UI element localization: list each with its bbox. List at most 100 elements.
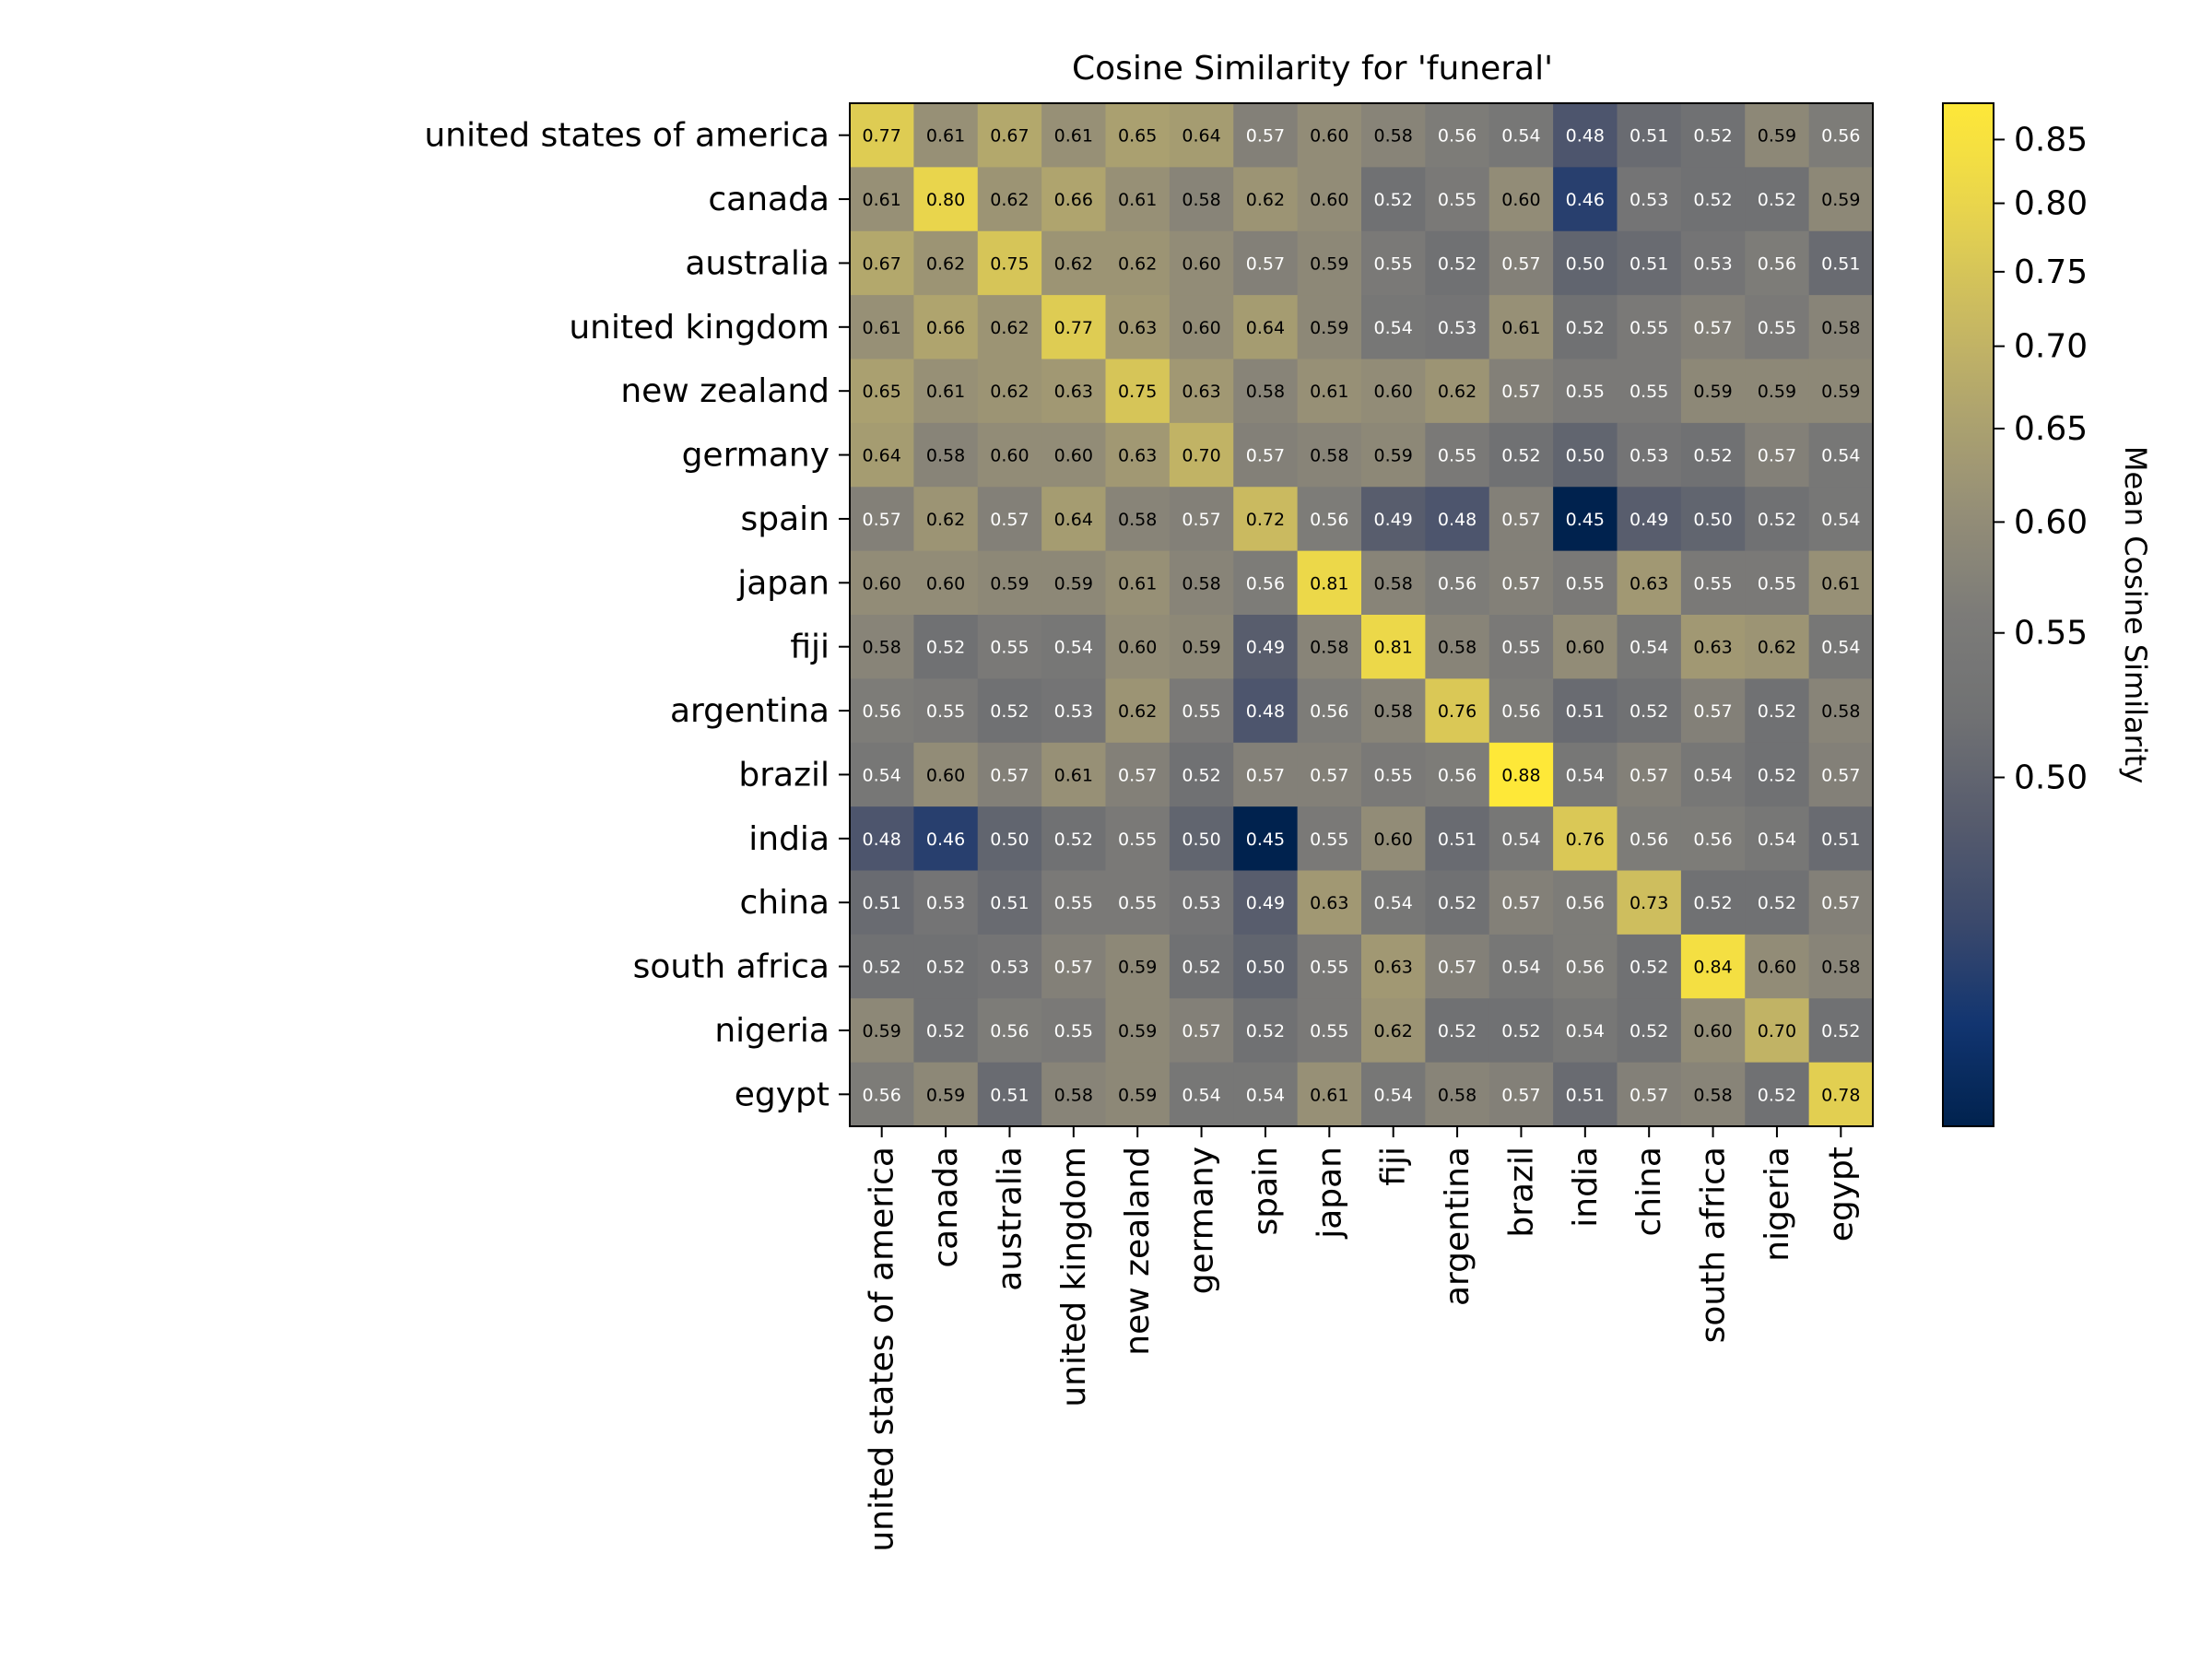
cell-value-label: 0.88 (1501, 765, 1540, 785)
heatmap-cell (913, 615, 979, 679)
heatmap-cell (1680, 998, 1746, 1064)
heatmap-cell (1808, 806, 1874, 872)
heatmap-cell (1553, 934, 1618, 999)
cell-value-label: 0.52 (1758, 893, 1796, 913)
heatmap-cell (1105, 103, 1171, 168)
cell-value-label: 0.50 (1693, 510, 1732, 530)
colorbar-tick-label: 0.60 (2014, 503, 2088, 541)
chart-title: Cosine Similarity for 'funeral' (1072, 50, 1553, 88)
heatmap-cell (1745, 806, 1810, 872)
heatmap-cell (1297, 678, 1362, 744)
cell-value-label: 0.52 (1758, 701, 1796, 722)
cell-value-label: 0.60 (1374, 830, 1413, 850)
heatmap-cell (1745, 422, 1810, 488)
heatmap-cell (1745, 103, 1810, 168)
heatmap-cell (1680, 806, 1746, 872)
cell-value-label: 0.56 (1566, 893, 1605, 913)
heatmap-cell (1361, 742, 1426, 807)
cell-value-label: 0.56 (1310, 701, 1348, 722)
cell-value-label: 0.55 (1630, 382, 1668, 402)
heatmap-cell (1808, 1062, 1874, 1127)
cell-value-label: 0.59 (1374, 446, 1413, 466)
heatmap-cell (1488, 422, 1554, 488)
heatmap-cell (913, 1062, 979, 1127)
cell-value-label: 0.56 (1566, 958, 1605, 978)
cell-value-label: 0.62 (1438, 382, 1477, 402)
cell-value-label: 0.56 (863, 701, 901, 722)
heatmap-cell (977, 1062, 1042, 1127)
heatmap-cell (1361, 998, 1426, 1064)
cell-value-label: 0.65 (863, 382, 901, 402)
heatmap-cell (1233, 806, 1299, 872)
heatmap-cell (1041, 550, 1107, 616)
heatmap-cell (1169, 1062, 1234, 1127)
heatmap-cell (1105, 998, 1171, 1064)
y-tick-label: south africa (633, 948, 830, 986)
cell-value-label: 0.55 (1374, 253, 1413, 274)
heatmap-cell (1680, 230, 1746, 296)
cell-value-label: 0.57 (1630, 765, 1668, 785)
heatmap-cell (1297, 742, 1362, 807)
cell-value-label: 0.58 (1310, 638, 1348, 658)
heatmap-cell (1233, 167, 1299, 232)
heatmap-cell (1041, 295, 1107, 360)
heatmap-cell (1361, 934, 1426, 999)
cell-value-label: 0.61 (926, 382, 965, 402)
cell-value-label: 0.61 (863, 318, 901, 338)
cell-value-label: 0.58 (1310, 446, 1348, 466)
cell-value-label: 0.54 (1821, 638, 1860, 658)
heatmap-cell (1808, 487, 1874, 552)
cell-value-label: 0.56 (1758, 253, 1796, 274)
heatmap-cell (1745, 295, 1810, 360)
heatmap-cell (1297, 934, 1362, 999)
cell-value-label: 0.56 (1246, 573, 1285, 594)
heatmap-cell (1361, 230, 1426, 296)
heatmap-cell (850, 615, 914, 679)
cell-value-label: 0.52 (1630, 1021, 1668, 1041)
cell-value-label: 0.49 (1246, 638, 1285, 658)
colorbar-tick-label: 0.85 (2014, 121, 2088, 159)
cell-value-label: 0.56 (1310, 510, 1348, 530)
heatmap-cell (1105, 359, 1171, 424)
heatmap-cell (1233, 487, 1299, 552)
cell-value-label: 0.76 (1438, 701, 1477, 722)
cell-value-label: 0.50 (990, 830, 1029, 850)
cell-value-label: 0.54 (1374, 893, 1413, 913)
cell-value-label: 0.60 (1182, 253, 1220, 274)
y-tick-label: germany (682, 437, 830, 475)
cell-value-label: 0.55 (1438, 190, 1477, 210)
cell-value-label: 0.55 (1054, 1021, 1093, 1041)
heatmap-cell (1680, 742, 1746, 807)
heatmap-cell (1553, 742, 1618, 807)
heatmap-cell (850, 1062, 914, 1127)
heatmap-cell (1041, 678, 1107, 744)
heatmap-cell (1617, 230, 1682, 296)
heatmap-cell (1041, 742, 1107, 807)
heatmap-cell (1808, 422, 1874, 488)
cell-value-label: 0.61 (1501, 318, 1540, 338)
heatmap-cell (1808, 615, 1874, 679)
heatmap-cell (1488, 806, 1554, 872)
cell-value-label: 0.61 (926, 126, 965, 147)
cell-value-label: 0.57 (1630, 1085, 1668, 1105)
heatmap-cell (1425, 742, 1490, 807)
heatmap-cell (1169, 103, 1234, 168)
y-tick-label: nigeria (714, 1012, 830, 1050)
cell-value-label: 0.51 (990, 1085, 1029, 1105)
heatmap-cell (1105, 1062, 1171, 1127)
cell-value-label: 0.56 (1438, 765, 1477, 785)
cell-value-label: 0.72 (1246, 510, 1285, 530)
x-tick-label: japan (1311, 1147, 1348, 1240)
cell-value-label: 0.55 (1054, 893, 1093, 913)
heatmap-cell (913, 103, 979, 168)
heatmap-cell (913, 230, 979, 296)
heatmap-cell (977, 103, 1042, 168)
heatmap-cell (913, 934, 979, 999)
cell-value-label: 0.54 (1501, 958, 1540, 978)
cell-value-label: 0.61 (1821, 573, 1860, 594)
heatmap-cell (1105, 615, 1171, 679)
heatmap-cell (913, 422, 979, 488)
cell-value-label: 0.56 (1821, 126, 1860, 147)
cell-value-label: 0.52 (1438, 893, 1477, 913)
heatmap-cell (1617, 615, 1682, 679)
